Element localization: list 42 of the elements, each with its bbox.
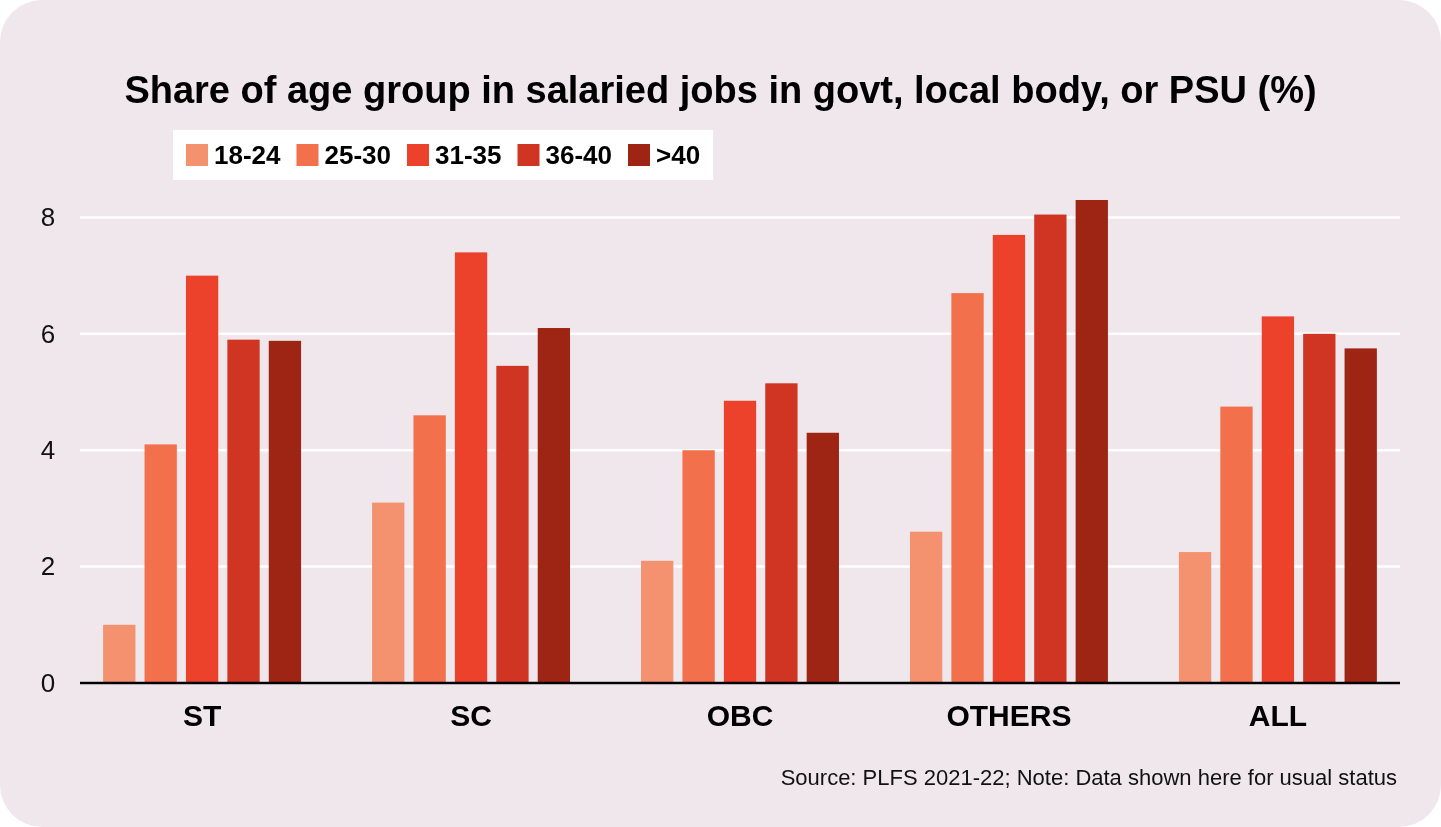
bar bbox=[992, 234, 1026, 683]
source-note: Source: PLFS 2021-22; Note: Data shown here for usual status bbox=[780, 765, 1397, 790]
bar bbox=[1034, 214, 1067, 683]
bar bbox=[144, 444, 177, 683]
bar bbox=[268, 340, 302, 683]
legend-label: 31-35 bbox=[435, 140, 502, 171]
bar bbox=[682, 450, 715, 683]
y-tick-label: 2 bbox=[40, 551, 56, 582]
y-tick-label: 4 bbox=[40, 435, 56, 466]
bar bbox=[103, 624, 136, 683]
y-tick-label: 0 bbox=[40, 667, 56, 698]
x-tick-label: SC bbox=[450, 699, 492, 733]
bar bbox=[765, 383, 798, 683]
legend-label: 36-40 bbox=[545, 140, 612, 171]
bar bbox=[951, 293, 984, 683]
bar bbox=[413, 415, 446, 683]
bar bbox=[1178, 552, 1212, 683]
x-tick-label: ALL bbox=[1248, 699, 1308, 733]
bar bbox=[1261, 316, 1295, 683]
bar bbox=[454, 252, 488, 683]
legend-label: >40 bbox=[656, 140, 701, 171]
bar bbox=[496, 365, 529, 683]
bar bbox=[372, 502, 405, 683]
bar bbox=[641, 560, 674, 683]
bar bbox=[185, 275, 219, 683]
bar bbox=[909, 531, 943, 683]
legend-label: 18-24 bbox=[214, 140, 282, 171]
bar bbox=[537, 328, 571, 683]
bar bbox=[1344, 348, 1377, 683]
y-tick-label: 6 bbox=[40, 318, 56, 349]
bar bbox=[723, 400, 757, 683]
chart-title: Share of age group in salaried jobs in govt, local body, or PSU (%) bbox=[124, 69, 1317, 111]
x-tick-label: ST bbox=[182, 699, 222, 733]
bar bbox=[806, 432, 839, 683]
bar bbox=[1220, 406, 1253, 683]
x-tick-label: OBC bbox=[706, 699, 774, 733]
x-tick-label: OTHERS bbox=[946, 699, 1072, 733]
bar bbox=[227, 339, 260, 683]
y-tick-label: 8 bbox=[40, 202, 56, 233]
bar bbox=[1075, 200, 1108, 683]
bar bbox=[1303, 333, 1336, 683]
legend-label: 25-30 bbox=[324, 140, 391, 171]
